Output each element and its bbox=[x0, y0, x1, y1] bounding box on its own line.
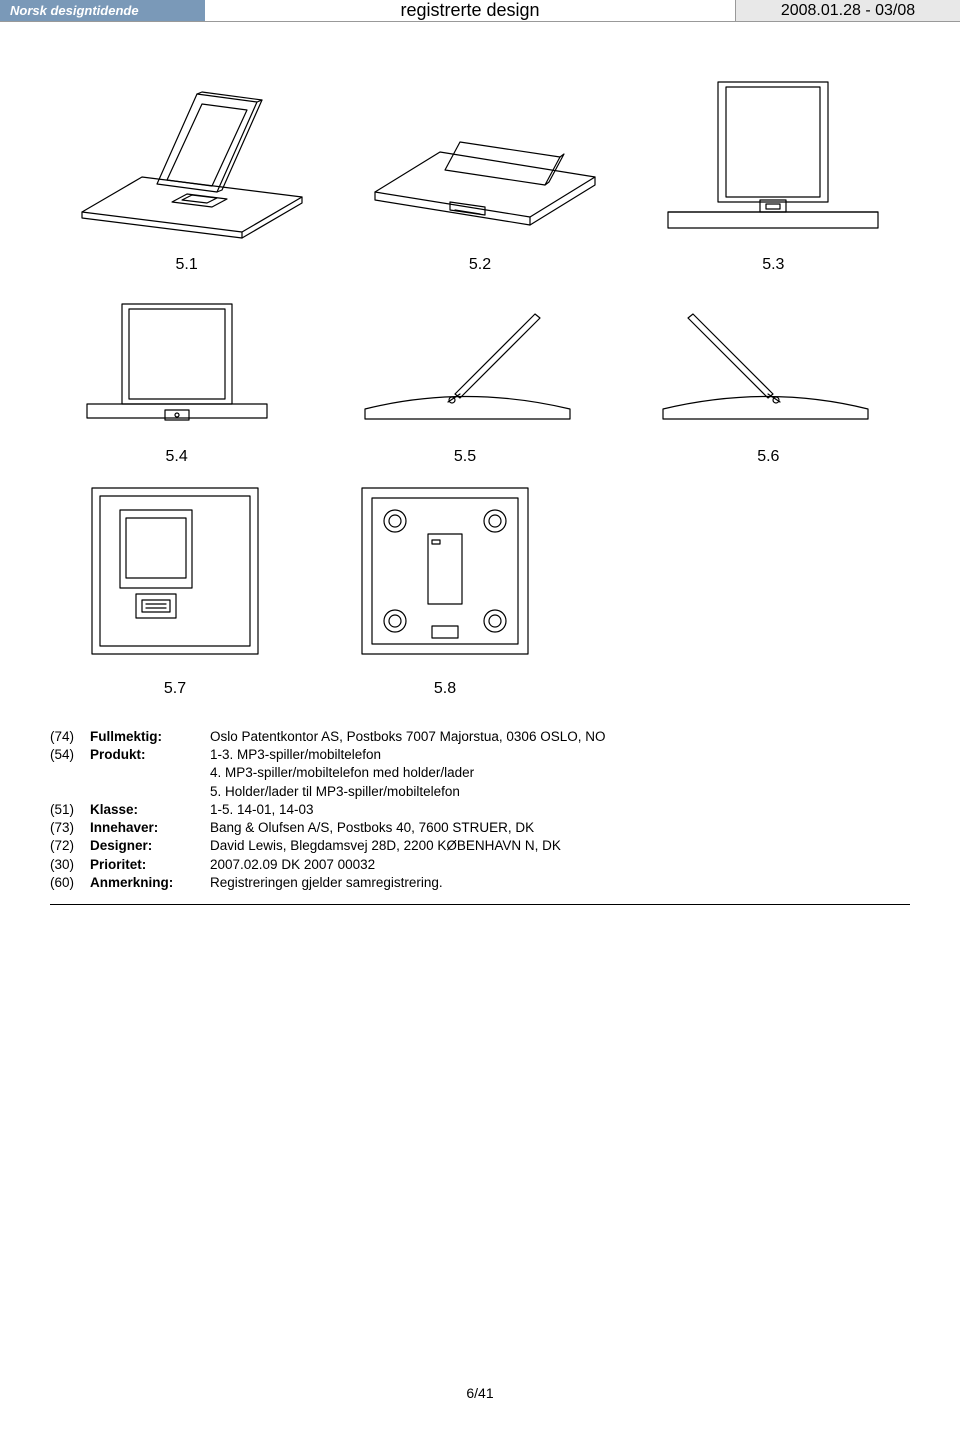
figure-drawing bbox=[62, 62, 312, 242]
record-key: Produkt: bbox=[90, 746, 210, 764]
page-number: 6/41 bbox=[0, 1385, 960, 1421]
record-row: 4. MP3-spiller/mobiltelefon med holder/l… bbox=[50, 764, 910, 782]
record-val: Oslo Patentkontor AS, Postboks 7007 Majo… bbox=[210, 728, 910, 746]
figure-cell: 5.4 bbox=[67, 284, 287, 466]
record-row: (30) Prioritet: 2007.02.09 DK 2007 00032 bbox=[50, 856, 910, 874]
record-val: 1-5. 14-01, 14-03 bbox=[210, 801, 910, 819]
record-key: Designer: bbox=[90, 837, 210, 855]
record-row: (74) Fullmektig: Oslo Patentkontor AS, P… bbox=[50, 728, 910, 746]
figure-cell: 5.6 bbox=[643, 284, 893, 466]
record-key: Prioritet: bbox=[90, 856, 210, 874]
record-row: (54) Produkt: 1-3. MP3-spiller/mobiltele… bbox=[50, 746, 910, 764]
figure-drawing bbox=[80, 476, 270, 666]
figure-drawing bbox=[340, 284, 590, 434]
figure-cell: 5.5 bbox=[340, 284, 590, 466]
record-row: (51) Klasse: 1-5. 14-01, 14-03 bbox=[50, 801, 910, 819]
record-val: 5. Holder/lader til MP3-spiller/mobiltel… bbox=[210, 783, 910, 801]
figures-area: 5.1 5.2 bbox=[0, 22, 960, 718]
record-key: Innehaver: bbox=[90, 819, 210, 837]
figure-label: 5.8 bbox=[434, 680, 456, 698]
record-val: 4. MP3-spiller/mobiltelefon med holder/l… bbox=[210, 764, 910, 782]
figure-label: 5.3 bbox=[762, 256, 784, 274]
figure-label: 5.5 bbox=[454, 448, 476, 466]
record-key: Klasse: bbox=[90, 801, 210, 819]
record-code: (74) bbox=[50, 728, 90, 746]
record-block: (74) Fullmektig: Oslo Patentkontor AS, P… bbox=[0, 718, 960, 892]
figure-cell: 5.1 bbox=[62, 62, 312, 274]
record-val: Bang & Olufsen A/S, Postboks 40, 7600 ST… bbox=[210, 819, 910, 837]
record-val: Registreringen gjelder samregistrering. bbox=[210, 874, 910, 892]
figure-label: 5.6 bbox=[757, 448, 779, 466]
record-val: 1-3. MP3-spiller/mobiltelefon bbox=[210, 746, 910, 764]
divider bbox=[50, 904, 910, 905]
logo-text: Norsk designtidende bbox=[0, 0, 205, 21]
figure-row-2: 5.4 5.5 bbox=[40, 284, 920, 466]
record-val: 2007.02.09 DK 2007 00032 bbox=[210, 856, 910, 874]
center-title: registrerte design bbox=[205, 0, 735, 21]
figure-label: 5.1 bbox=[176, 256, 198, 274]
figure-label: 5.2 bbox=[469, 256, 491, 274]
figure-label: 5.4 bbox=[166, 448, 188, 466]
record-code: (54) bbox=[50, 746, 90, 764]
figure-drawing bbox=[67, 284, 287, 434]
record-code: (60) bbox=[50, 874, 90, 892]
record-row: (73) Innehaver: Bang & Olufsen A/S, Post… bbox=[50, 819, 910, 837]
figure-cell: 5.3 bbox=[648, 62, 898, 274]
figure-cell: 5.2 bbox=[355, 62, 605, 274]
record-row: (72) Designer: David Lewis, Blegdamsvej … bbox=[50, 837, 910, 855]
figure-drawing bbox=[355, 62, 605, 242]
record-row: (60) Anmerkning: Registreringen gjelder … bbox=[50, 874, 910, 892]
figure-drawing bbox=[643, 284, 893, 434]
record-key bbox=[90, 764, 210, 782]
record-code bbox=[50, 783, 90, 801]
date-range: 2008.01.28 - 03/08 bbox=[735, 0, 960, 21]
record-key: Fullmektig: bbox=[90, 728, 210, 746]
figure-drawing bbox=[350, 476, 540, 666]
record-code: (51) bbox=[50, 801, 90, 819]
page-header: Norsk designtidende registrerte design 2… bbox=[0, 0, 960, 22]
record-code bbox=[50, 764, 90, 782]
figure-row-3: 5.7 bbox=[40, 476, 920, 698]
record-code: (30) bbox=[50, 856, 90, 874]
figure-row-1: 5.1 5.2 bbox=[40, 62, 920, 274]
record-key bbox=[90, 783, 210, 801]
figure-cell: 5.7 bbox=[80, 476, 270, 698]
record-val: David Lewis, Blegdamsvej 28D, 2200 KØBEN… bbox=[210, 837, 910, 855]
figure-label: 5.7 bbox=[164, 680, 186, 698]
record-key: Anmerkning: bbox=[90, 874, 210, 892]
figure-drawing bbox=[648, 62, 898, 242]
record-row: 5. Holder/lader til MP3-spiller/mobiltel… bbox=[50, 783, 910, 801]
record-code: (72) bbox=[50, 837, 90, 855]
record-code: (73) bbox=[50, 819, 90, 837]
figure-cell: 5.8 bbox=[350, 476, 540, 698]
